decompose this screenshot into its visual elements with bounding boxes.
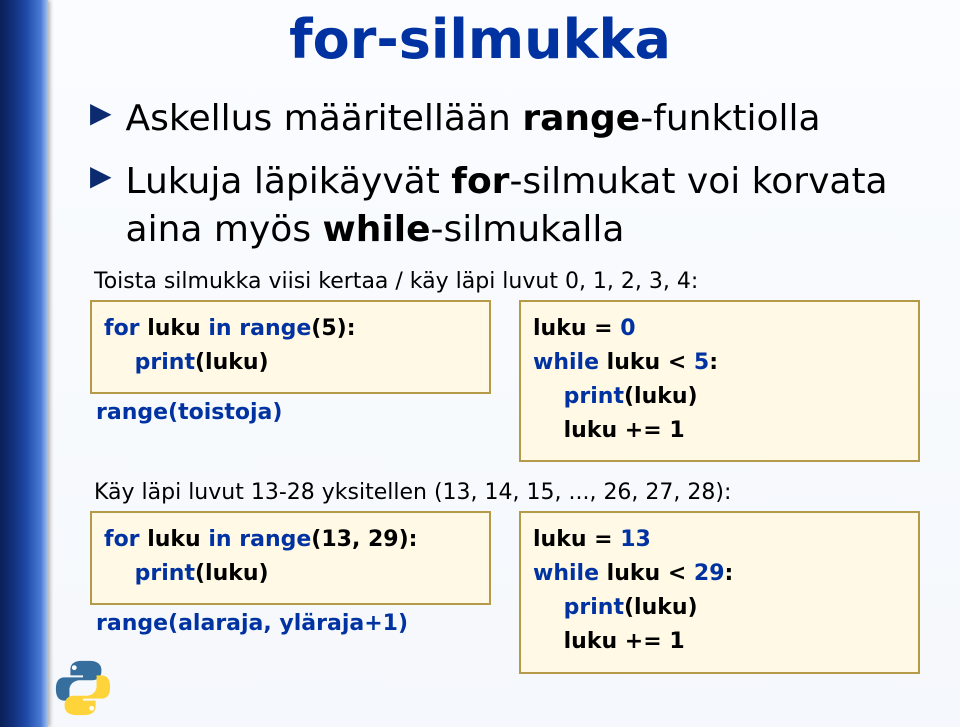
while-init-val: 0	[620, 316, 635, 341]
example1-while-col: luku = 0 while luku < 5: print(luku) luk…	[519, 300, 920, 462]
left-stripe	[0, 0, 48, 727]
colon: :	[725, 561, 734, 586]
print-arg: (luku)	[195, 561, 269, 586]
example2-row: for luku in range(13, 29): print(luku) r…	[90, 511, 920, 673]
bullet-2-bold-while: while	[323, 209, 431, 250]
python-eye-bottom	[89, 706, 94, 711]
python-eye-top	[72, 665, 77, 670]
example1-for-code: for luku in range(5): print(luku)	[90, 300, 491, 394]
bullet-1-post: -funktiolla	[640, 98, 820, 139]
kw-range: range	[239, 527, 311, 552]
colon: :	[347, 316, 356, 341]
bullet-2-text: Lukuja läpikäyvät for-silmukat voi korva…	[126, 158, 920, 255]
while-incr: luku += 1	[564, 629, 685, 654]
kw-print: print	[564, 384, 624, 409]
slide-title: for-silmukka	[0, 8, 960, 71]
for-var: luku	[140, 316, 209, 341]
example1-while-code: luku = 0 while luku < 5: print(luku) luk…	[519, 300, 920, 462]
colon: :	[409, 527, 418, 552]
while-init-lhs: luku =	[533, 316, 620, 341]
bullet-marker-icon: ▶	[90, 95, 112, 131]
for-var: luku	[140, 527, 209, 552]
slide: for-silmukka ▶ Askellus määritellään ran…	[0, 0, 960, 727]
colon: :	[709, 350, 718, 375]
bullet-2: ▶ Lukuja läpikäyvät for-silmukat voi kor…	[90, 158, 920, 255]
range-args: (5)	[311, 316, 346, 341]
example1-for-col: for luku in range(5): print(luku) range(…	[90, 300, 491, 425]
bullet-2-post2: -silmukalla	[431, 209, 625, 250]
example2-for-below: range(alaraja, yläraja+1)	[96, 611, 491, 636]
while-lim: 29	[694, 561, 725, 586]
bullet-1-bold: range	[522, 98, 640, 139]
while-cond: luku <	[599, 350, 694, 375]
while-incr: luku += 1	[564, 418, 685, 443]
example2-for-code: for luku in range(13, 29): print(luku)	[90, 511, 491, 605]
kw-print: print	[135, 350, 195, 375]
python-logo-icon	[52, 657, 114, 719]
bullet-1: ▶ Askellus määritellään range-funktiolla	[90, 95, 920, 144]
kw-for: for	[104, 527, 140, 552]
print-arg: (luku)	[624, 595, 698, 620]
example2-for-col: for luku in range(13, 29): print(luku) r…	[90, 511, 491, 636]
example2-caption: Käy läpi luvut 13-28 yksitellen (13, 14,…	[94, 480, 920, 505]
while-init-lhs: luku =	[533, 527, 620, 552]
kw-in: in	[208, 527, 231, 552]
kw-in: in	[208, 316, 231, 341]
while-lim: 5	[694, 350, 709, 375]
bullet-2-bold-for: for	[451, 161, 509, 202]
bullet-1-pre: Askellus määritellään	[126, 98, 523, 139]
range-args: (13, 29)	[311, 527, 408, 552]
example1-for-below: range(toistoja)	[96, 400, 491, 425]
kw-for: for	[104, 316, 140, 341]
kw-while: while	[533, 350, 599, 375]
print-arg: (luku)	[195, 350, 269, 375]
example2-while-code: luku = 13 while luku < 29: print(luku) l…	[519, 511, 920, 673]
bullet-2-pre: Lukuja läpikäyvät	[126, 161, 452, 202]
example1-caption: Toista silmukka viisi kertaa / käy läpi …	[94, 269, 920, 294]
example2-while-col: luku = 13 while luku < 29: print(luku) l…	[519, 511, 920, 673]
bullet-marker-icon: ▶	[90, 158, 112, 194]
bullet-1-text: Askellus määritellään range-funktiolla	[126, 95, 821, 144]
while-init-val: 13	[620, 527, 651, 552]
slide-content: ▶ Askellus määritellään range-funktiolla…	[90, 95, 920, 674]
print-arg: (luku)	[624, 384, 698, 409]
kw-print: print	[564, 595, 624, 620]
kw-while: while	[533, 561, 599, 586]
while-cond: luku <	[599, 561, 694, 586]
example1-row: for luku in range(5): print(luku) range(…	[90, 300, 920, 462]
kw-range: range	[239, 316, 311, 341]
kw-print: print	[135, 561, 195, 586]
